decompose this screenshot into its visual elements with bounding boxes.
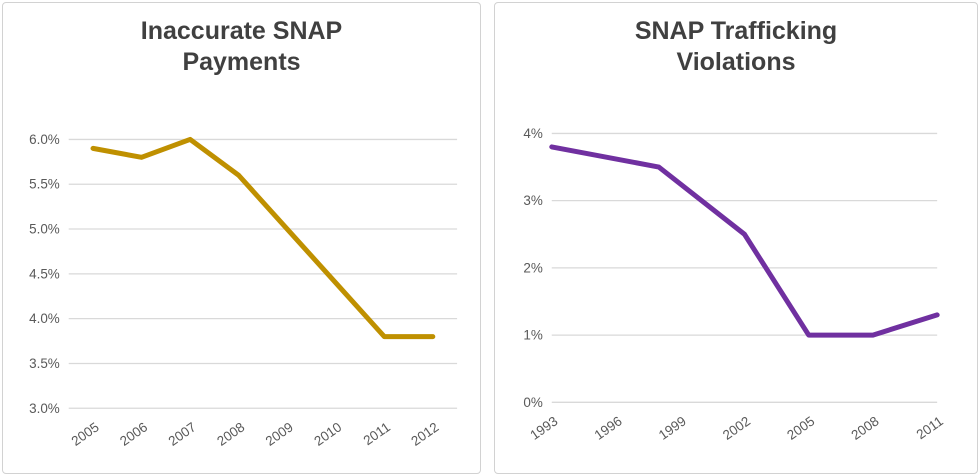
x-axis-label: 1996 xyxy=(592,413,625,442)
x-axis-label: 2011 xyxy=(361,419,393,448)
y-axis-label: 6.0% xyxy=(29,132,60,147)
x-axis-label: 2012 xyxy=(408,419,441,448)
payments-chart-panel: Inaccurate SNAP Payments 6.0% 5.5% 5.0% 4.5… xyxy=(2,2,481,474)
x-axis-label: 2002 xyxy=(720,413,753,442)
y-axis-label: 5.0% xyxy=(29,222,60,237)
x-axis-label: 2007 xyxy=(166,419,199,448)
x-axis-label: 2005 xyxy=(69,419,102,448)
y-axis-label: 4% xyxy=(523,126,542,141)
x-axis-label: 2011 xyxy=(914,413,946,442)
x-axis-label: 2005 xyxy=(784,413,817,442)
y-axis-label: 4.0% xyxy=(29,311,60,326)
x-axis-label: 2008 xyxy=(849,413,882,442)
x-axis-label: 1999 xyxy=(656,413,689,442)
payments-line-chart: 6.0% 5.5% 5.0% 4.5% 4.0% 3.5% 3.0% 2005 2006 2007… xyxy=(29,132,458,449)
y-axis-label: 3.5% xyxy=(29,356,60,371)
x-axis-label: 1993 xyxy=(527,413,560,442)
y-axis-label: 1% xyxy=(523,328,542,343)
payments-chart-title: Inaccurate SNAP Payments xyxy=(140,17,343,76)
trafficking-line-chart: 4% 3% 2% 1% 0% 1993 1996 1999 2002 2005 2008 2011 xyxy=(523,126,946,443)
x-axis-label: 2010 xyxy=(311,419,344,448)
y-axis-label: 2% xyxy=(523,260,542,275)
x-axis-label: 2008 xyxy=(214,419,247,448)
y-axis-label: 5.5% xyxy=(29,177,60,192)
y-axis-label: 0% xyxy=(523,395,542,410)
data-line xyxy=(90,136,436,340)
data-line xyxy=(549,144,940,338)
trafficking-chart-title: SNAP Trafficking Violations xyxy=(634,17,838,76)
trafficking-chart-panel: SNAP Trafficking Violations 4% 3% 2% 1% 0% 19… xyxy=(494,2,978,474)
y-axis-label: 3% xyxy=(523,193,542,208)
x-axis-label: 2006 xyxy=(117,419,150,448)
y-axis-label: 3.0% xyxy=(29,401,60,416)
x-axis-label: 2009 xyxy=(263,419,296,448)
y-axis-label: 4.5% xyxy=(29,266,60,281)
